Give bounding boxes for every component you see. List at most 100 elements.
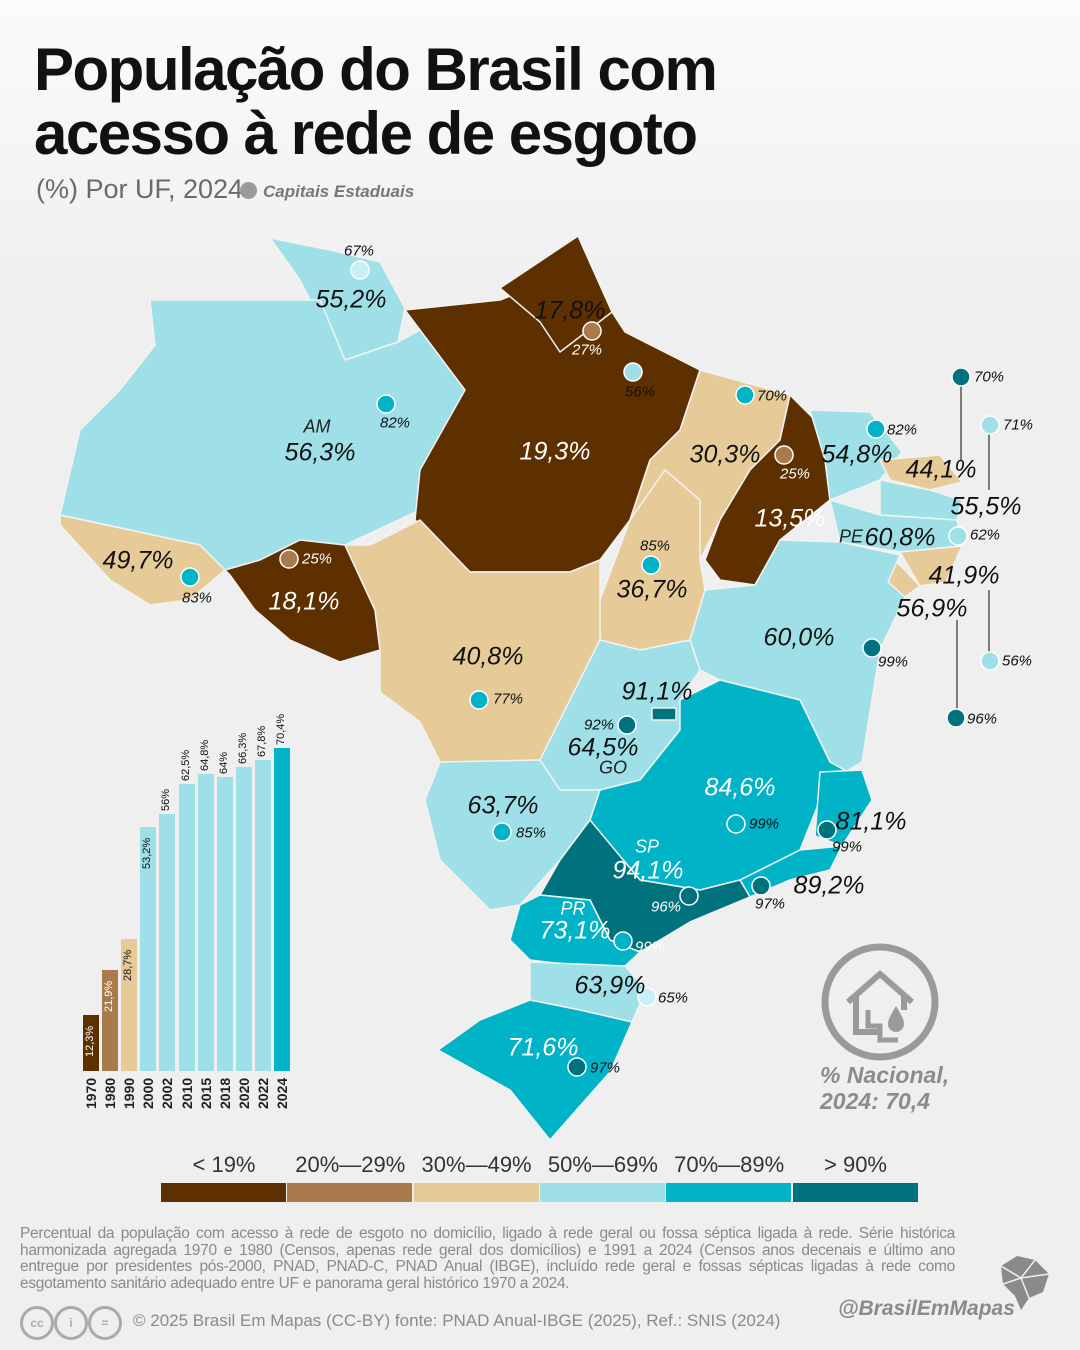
state-ba[interactable] [689, 539, 906, 773]
bar-year-label: 2020 [235, 1077, 252, 1109]
state-value-pr: 73,1% [539, 916, 611, 945]
bar-value-label: 64,8% [198, 739, 211, 771]
capital-dot-al[interactable] [980, 651, 1000, 671]
state-value-mt: 40,8% [452, 642, 524, 671]
state-value-pb: 55,5% [950, 492, 1022, 521]
capital-value-ro: 25% [302, 550, 333, 568]
capital-value-sp: 96% [651, 898, 682, 916]
bar-2022 [254, 759, 271, 1071]
by-license-icon: i [54, 1306, 88, 1340]
social-handle[interactable]: @BrasilEmMapas [838, 1297, 1015, 1320]
capitals-legend-label: Capitais Estaduais [263, 182, 415, 201]
bar-year-label: 2022 [254, 1077, 271, 1109]
state-al[interactable] [899, 545, 963, 587]
bar-value-label: 67,8% [255, 725, 268, 757]
capital-value-sc: 65% [658, 989, 689, 1007]
bar-value-label: 64% [217, 752, 230, 775]
capital-dot-pr[interactable] [613, 931, 633, 951]
capital-dot-es[interactable] [817, 820, 837, 840]
bar-2015 [197, 773, 214, 1071]
capital-dot-pb[interactable] [980, 415, 1000, 435]
state-value-rj: 89,2% [793, 871, 865, 900]
legend-label: 20%—29% [295, 1152, 406, 1177]
state-value-ma: 30,3% [689, 440, 761, 469]
capital-dot-se[interactable] [946, 708, 966, 728]
capital-dot-ma[interactable] [735, 385, 755, 405]
page-title: População do Brasil com acesso à rede de … [34, 38, 718, 166]
capital-dot-rr[interactable] [350, 260, 370, 280]
capital-value-pi: 25% [780, 465, 811, 483]
legend-label: 50%—69% [547, 1152, 658, 1177]
capital-dot-ba[interactable] [862, 638, 882, 658]
capital-dot-ms[interactable] [492, 822, 512, 842]
state-value-ap: 17,8% [534, 296, 606, 325]
legend-swatch [413, 1183, 539, 1202]
state-value-mg: 84,6% [704, 773, 776, 802]
state-df[interactable] [651, 707, 677, 721]
capital-dot-rj[interactable] [751, 876, 771, 896]
bar-1990 [121, 939, 138, 1071]
capital-dot-mt[interactable] [469, 690, 489, 710]
bar-value-label: 66,3% [236, 732, 249, 764]
capital-dot-ce[interactable] [866, 419, 886, 439]
capital-dot-mg[interactable] [726, 814, 746, 834]
capital-value-ce: 82% [887, 421, 918, 439]
state-value-rs: 71,6% [507, 1033, 579, 1062]
capital-dot-am[interactable] [376, 394, 396, 414]
legend-label: > 90% [824, 1152, 887, 1177]
capital-value-pa: 56% [625, 383, 656, 401]
bar-2000 [140, 826, 157, 1071]
bar-value-label: 62,5% [179, 749, 192, 782]
capital-value-pb: 71% [1003, 416, 1034, 434]
state-pb[interactable] [879, 479, 963, 521]
bar-year-label: 2015 [197, 1077, 214, 1109]
bar-value-label: 12,3% [84, 1025, 96, 1057]
bar-value-label: 56% [160, 788, 173, 811]
capital-dot-sc[interactable] [637, 987, 657, 1007]
capital-dot-ro[interactable] [279, 549, 299, 569]
state-pr[interactable] [509, 894, 641, 967]
capital-dot-ac[interactable] [180, 567, 200, 587]
legend-swatch [161, 1183, 286, 1202]
state-rs[interactable] [437, 999, 633, 1141]
state-abbr-pr: PR [560, 898, 586, 919]
capital-value-rs: 97% [590, 1059, 621, 1077]
bar-year-label: 2002 [159, 1077, 176, 1109]
state-rn[interactable] [879, 454, 963, 491]
capital-value-rj: 97% [755, 895, 786, 913]
capital-value-ap: 27% [572, 341, 603, 359]
capital-dot-rn[interactable] [951, 367, 971, 387]
capital-value-go: 92% [584, 716, 615, 734]
capital-dot-go[interactable] [617, 715, 637, 735]
subtitle: (%) Por UF, 2024 [36, 174, 244, 204]
state-value-ba: 60,0% [763, 623, 835, 652]
capital-value-pe: 62% [970, 526, 1001, 544]
capital-dot-pe[interactable] [948, 526, 968, 546]
state-value-al: 41,9% [928, 561, 1000, 590]
bar-2024 [274, 747, 290, 1071]
capital-dot-to[interactable] [641, 555, 661, 575]
nd-license-icon: = [88, 1306, 122, 1340]
bar-value-label: 70,4% [275, 713, 287, 745]
capital-dot-pi[interactable] [774, 445, 794, 465]
capital-value-ma: 70% [757, 387, 788, 405]
state-value-rn: 44,1% [905, 455, 977, 484]
state-value-es: 81,1% [835, 807, 907, 836]
state-value-df: 91,1% [621, 677, 693, 706]
capital-dot-rs[interactable] [567, 1057, 587, 1077]
legend-label: 70%—89% [674, 1152, 785, 1177]
legend-swatch [792, 1183, 918, 1202]
state-abbr-am: AM [303, 416, 331, 437]
capital-dot-ap[interactable] [582, 321, 602, 341]
state-value-ms: 63,7% [467, 791, 539, 820]
capital-dot-pa[interactable] [623, 362, 643, 382]
state-value-ce: 54,8% [821, 440, 893, 469]
bar-value-label: 28,7% [122, 950, 135, 982]
methodology-note: Percentual da população com acesso à red… [20, 1225, 955, 1292]
bar-year-label: 1980 [102, 1077, 119, 1109]
capital-dot-sp[interactable] [679, 886, 699, 906]
legend-swatch [539, 1183, 665, 1202]
capital-value-ms: 85% [516, 824, 547, 842]
